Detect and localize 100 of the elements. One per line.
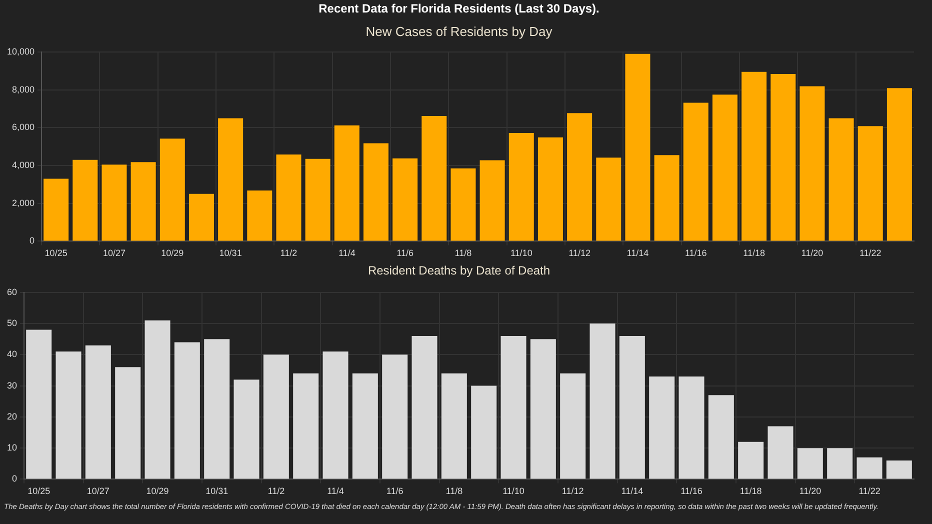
bar <box>596 158 622 241</box>
bar <box>538 137 563 241</box>
x-tick-label: 11/18 <box>743 248 765 258</box>
bar <box>102 164 127 241</box>
y-tick-label: 10,000 <box>6 46 35 56</box>
bar <box>828 118 854 241</box>
bar <box>85 345 111 479</box>
x-tick-label: 10/25 <box>28 486 50 496</box>
x-tick-label: 11/22 <box>859 248 882 258</box>
x-tick-label: 11/12 <box>568 248 590 258</box>
y-tick-label: 50 <box>6 318 18 328</box>
bar <box>263 354 289 479</box>
x-tick-label: 10/29 <box>146 486 169 496</box>
bar <box>480 160 505 241</box>
x-tick-label: 10/31 <box>206 486 228 496</box>
bar <box>649 376 675 479</box>
bar <box>508 132 534 241</box>
bar <box>363 143 388 241</box>
x-tick-label: 11/14 <box>621 486 644 496</box>
bar <box>352 373 378 479</box>
x-tick-label: 11/14 <box>626 248 649 258</box>
x-tick-label: 10/31 <box>219 248 242 258</box>
bar <box>234 380 260 479</box>
bar <box>858 126 883 241</box>
bar <box>712 94 738 241</box>
x-tick-label: 11/2 <box>280 248 298 258</box>
bar <box>130 162 156 241</box>
x-tick-label: 11/10 <box>502 486 524 496</box>
bar <box>422 116 447 241</box>
bar <box>450 168 476 241</box>
y-tick-label: 40 <box>6 349 18 360</box>
chart-title: Resident Deaths by Date of Death <box>368 264 550 278</box>
bar <box>768 426 794 479</box>
y-tick-label: 8,000 <box>12 84 35 94</box>
chart-subtitle: New Cases of Residents by Day <box>366 24 553 39</box>
bar <box>800 86 825 241</box>
bar <box>392 158 418 241</box>
bar <box>305 158 330 241</box>
x-tick-label: 11/20 <box>801 248 824 258</box>
x-tick-label: 11/10 <box>510 248 532 258</box>
bar <box>412 336 438 479</box>
bar <box>471 386 497 479</box>
bar <box>26 330 52 479</box>
bar <box>382 354 408 479</box>
x-tick-label: 11/6 <box>396 248 414 258</box>
bar <box>188 194 214 241</box>
bar <box>293 373 319 479</box>
bar <box>886 460 912 479</box>
bar <box>560 373 586 479</box>
bar <box>683 102 708 241</box>
x-tick-label: 11/16 <box>684 248 707 258</box>
y-tick-label: 10 <box>6 442 18 453</box>
bar <box>322 352 348 479</box>
bar <box>678 376 704 479</box>
bar <box>567 113 592 241</box>
bar <box>56 352 82 479</box>
bar <box>174 342 200 479</box>
y-tick-label: 0 <box>30 236 35 246</box>
y-tick-label: 6,000 <box>12 122 35 132</box>
x-tick-label: 11/16 <box>680 486 702 496</box>
bar <box>625 54 650 241</box>
bar <box>144 320 170 479</box>
bar <box>500 336 526 479</box>
bar <box>334 125 360 241</box>
x-tick-label: 11/22 <box>858 486 880 496</box>
bar <box>742 72 767 241</box>
x-tick-label: 11/18 <box>740 486 762 496</box>
chart-title: Recent Data for Florida Residents (Last 30 Days). <box>318 2 600 16</box>
bar <box>247 190 272 241</box>
bar <box>708 395 734 479</box>
bar <box>654 155 680 241</box>
bar <box>276 154 302 241</box>
bar <box>886 88 912 241</box>
y-tick-label: 4,000 <box>12 160 35 170</box>
bar <box>204 339 230 479</box>
bar <box>738 442 764 479</box>
x-tick-label: 11/12 <box>562 486 584 496</box>
bar <box>115 367 141 479</box>
bar <box>160 138 185 241</box>
x-tick-label: 10/29 <box>161 248 184 258</box>
y-tick-label: 2,000 <box>12 198 35 208</box>
bar <box>590 324 616 479</box>
x-tick-label: 10/27 <box>102 248 126 258</box>
x-tick-label: 11/8 <box>446 486 463 496</box>
y-tick-label: 30 <box>6 380 18 390</box>
bar <box>218 118 244 241</box>
bar <box>827 448 853 479</box>
bar <box>856 457 882 479</box>
bar <box>619 336 645 479</box>
y-tick-label: 0 <box>12 474 18 484</box>
x-tick-label: 11/4 <box>327 486 344 496</box>
y-tick-label: 20 <box>6 411 18 422</box>
x-tick-label: 11/6 <box>386 486 404 496</box>
bar <box>44 178 69 241</box>
x-tick-label: 10/27 <box>86 486 110 496</box>
x-tick-label: 11/2 <box>268 486 285 496</box>
x-tick-label: 11/20 <box>799 486 822 496</box>
bar <box>530 339 556 479</box>
x-tick-label: 10/25 <box>44 248 68 258</box>
bar <box>797 448 823 479</box>
